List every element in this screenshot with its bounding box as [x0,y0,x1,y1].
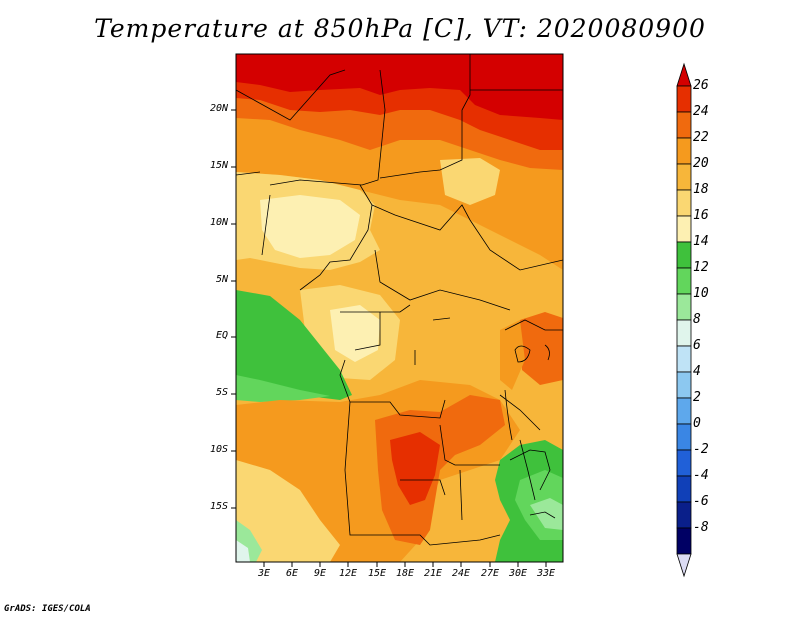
credit-text: GrADS: IGES/COLA [4,604,91,614]
temp-region [500,320,525,390]
lon-label: 24E [451,568,471,579]
lat-label: 5S [215,387,228,398]
lon-label: 15E [367,568,387,579]
lon-label: 6E [285,568,299,579]
lon-label: 30E [508,568,528,579]
lon-label: 12E [338,568,358,579]
colorbar-label: 24 [693,104,709,119]
colorbar-swatch [676,267,692,295]
colorbar-swatch [676,293,692,321]
temp-region [530,498,563,530]
colorbar-swatch [676,371,692,399]
colorbar-label: 12 [693,260,709,275]
temp-region [260,195,360,258]
colorbar-swatch [676,241,692,269]
colorbar-bottom-tip [676,553,692,578]
colorbar-label: 20 [693,156,709,171]
colorbar-label: 2 [693,390,701,405]
colorbar [676,62,692,578]
colorbar-swatch [676,397,692,425]
colorbar-label: 16 [693,208,709,223]
lat-label: 10N [209,217,228,228]
colorbar-label: -8 [693,520,709,535]
lat-label: 10S [209,444,228,455]
temp-region [375,395,505,545]
colorbar-swatch [676,527,692,555]
colorbar-swatch [676,163,692,191]
lon-label: 9E [313,568,327,579]
chart-title: Temperature at 850hPa [C], VT: 202008090… [94,14,706,43]
temp-region [236,540,250,562]
lon-label: 33E [536,568,556,579]
colorbar-label: 26 [693,78,709,93]
lon-label: 21E [423,568,443,579]
map-frame [235,53,564,563]
lon-label: 18E [395,568,415,579]
temp-region [236,460,340,562]
colorbar-label: 6 [693,338,701,353]
colorbar-swatch [676,189,692,217]
colorbar-label: 18 [693,182,709,197]
lat-label: 15S [209,501,228,512]
lon-label: 3E [257,568,271,579]
colorbar-swatch [676,319,692,347]
lat-ticks [231,109,236,509]
temp-region [236,375,330,402]
colorbar-swatch [676,345,692,373]
lat-label: EQ [215,330,228,341]
colorbar-label: -4 [693,468,709,483]
colorbar-label: -2 [693,442,709,457]
colorbar-swatch [676,137,692,165]
colorbar-label: 10 [693,286,709,301]
colorbar-label: 4 [693,364,701,379]
colorbar-swatch [676,475,692,503]
lakes [504,344,550,501]
lat-label: 5N [215,274,228,285]
colorbar-label: 22 [693,130,709,145]
temp-region [236,54,563,120]
colorbar-swatch [676,215,692,243]
lat-label: 15N [209,160,228,171]
lon-ticks [263,562,547,567]
lon-label: 27E [480,568,500,579]
colorbar-label: 8 [693,312,701,327]
colorbar-swatch [676,501,692,529]
colorbar-label: 14 [693,234,709,249]
colorbar-swatch [676,111,692,139]
colorbar-label: -6 [693,494,709,509]
colorbar-swatch [676,85,692,113]
country-borders [236,54,563,546]
colorbar-top-tip [676,62,692,87]
temp-region [440,158,500,205]
temp-region [390,432,440,505]
temp-region [236,290,352,400]
colorbar-swatch [676,449,692,477]
colorbar-label: 0 [693,416,701,431]
lat-label: 20N [209,103,228,114]
colorbar-swatch [676,423,692,451]
